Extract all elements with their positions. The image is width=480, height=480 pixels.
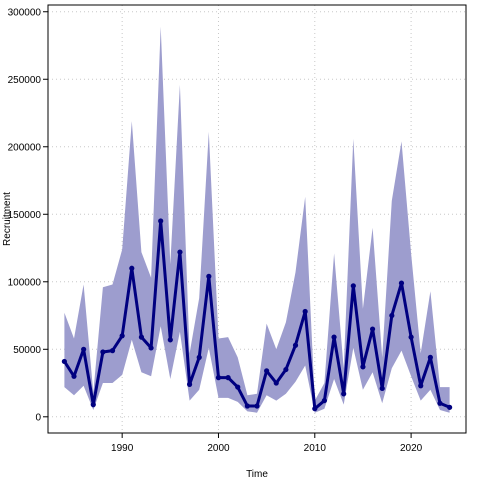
data-point [167,337,173,343]
y-tick-label: 100000 [8,277,42,288]
data-point [109,348,116,354]
data-point [302,308,308,315]
y-tick-label: 0 [35,412,41,423]
data-point [437,400,443,406]
data-point [427,354,433,360]
data-point [215,375,222,381]
data-point [177,249,183,255]
y-axis: 0 50000 100000 150000 200000 250000 300000 [8,7,48,423]
x-axis: 1990 2000 2010 2020 [111,433,423,454]
data-point [389,312,395,319]
data-point [312,406,318,412]
x-tick-label: 2020 [400,443,423,454]
data-point [283,366,289,373]
data-point [341,391,347,397]
data-point [100,349,106,355]
y-axis-title: Recruitment [2,192,13,246]
x-tick-label: 2000 [207,443,230,454]
data-point [81,346,87,352]
data-point [254,403,260,409]
data-point [331,334,337,340]
data-point [119,333,125,339]
data-point [264,368,270,374]
confidence-band [64,26,450,413]
data-point [321,397,328,404]
x-tick-label: 2010 [304,443,327,454]
data-point [225,375,231,381]
data-point [292,342,299,348]
data-point [138,334,145,340]
data-point [418,383,424,389]
data-point [350,283,356,289]
data-point [196,354,202,360]
y-tick-label: 300000 [8,7,42,18]
data-point [369,326,376,332]
data-points [61,218,453,412]
data-point [90,402,96,408]
data-point [158,218,164,224]
y-tick-label: 150000 [8,210,42,221]
x-axis-title: Time [246,469,268,480]
data-point [148,345,154,351]
plot-frame [47,4,467,434]
data-point [360,364,366,370]
data-point [129,265,135,271]
data-point [244,403,250,409]
x-tick-label: 1990 [111,443,134,454]
data-point [61,358,67,365]
data-point [379,385,385,392]
data-point [235,384,241,390]
y-tick-label: 50000 [13,345,41,356]
data-point [186,381,193,387]
data-point [398,280,405,286]
data-point [447,404,453,410]
y-tick-label: 200000 [8,142,42,153]
y-tick-label: 250000 [8,75,42,86]
data-point [273,380,279,386]
data-point [71,373,77,379]
data-point [206,273,212,279]
data-point [408,334,414,340]
